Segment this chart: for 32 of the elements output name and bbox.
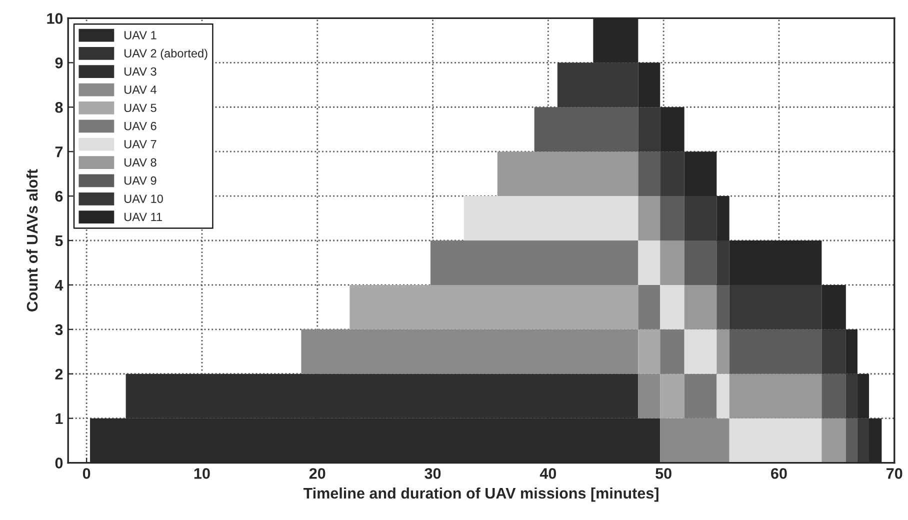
legend-label: UAV 7 (124, 140, 156, 148)
legend-label: UAV 4 (124, 86, 156, 94)
legend-label: UAV 3 (124, 67, 156, 76)
y-tick-label: 9 (55, 58, 63, 68)
legend-label: UAV 11 (124, 212, 162, 222)
y-tick-label: 0 (55, 458, 63, 468)
y-tick-label: 2 (55, 368, 63, 380)
y-tick-label: 5 (55, 236, 63, 246)
y-tick-label: 6 (55, 190, 63, 202)
y-tick-label: 4 (54, 280, 64, 290)
y-tick-label: 1 (56, 413, 63, 424)
x-tick-label: 40 (540, 468, 556, 479)
y-tick-label: 8 (55, 102, 63, 113)
x-axis-title: Timeline and duration of UAV missions [minutes] (303, 487, 658, 502)
x-tick-label: 60 (771, 468, 787, 479)
x-tick-label: 0 (82, 468, 90, 479)
legend-label: UAV 1 (124, 31, 156, 40)
legend-label: UAV 10 (124, 194, 163, 203)
x-tick-label: 50 (656, 468, 672, 479)
legend-label: UAV 2 (aborted) (124, 48, 208, 60)
legend-label: UAV 8 (124, 158, 156, 167)
x-tick-label: 30 (424, 468, 441, 479)
legend-label: UAV 5 (124, 104, 156, 112)
legend-label: UAV 9 (124, 176, 156, 185)
x-tick-label: 20 (309, 468, 326, 479)
y-axis-title: Count of UAVs aloft (26, 169, 38, 312)
x-tick-label: 10 (194, 468, 210, 479)
y-tick-label: 3 (55, 324, 63, 336)
y-tick-label: 7 (55, 146, 63, 158)
x-tick-label: 70 (886, 468, 902, 479)
y-tick-label: 10 (47, 13, 63, 24)
legend-label: UAV 6 (124, 122, 156, 130)
